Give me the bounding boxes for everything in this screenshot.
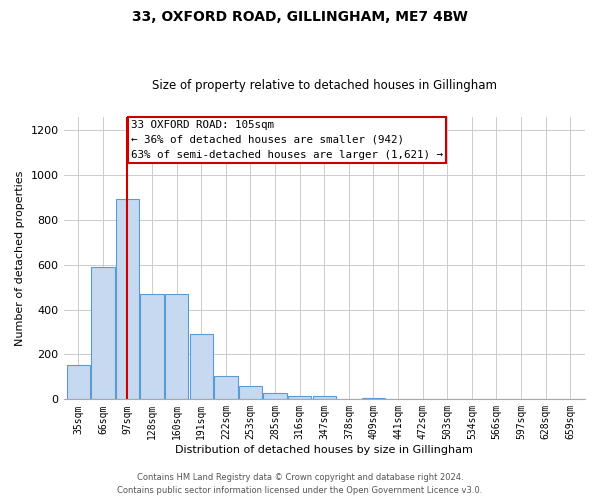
Text: Contains HM Land Registry data © Crown copyright and database right 2024.
Contai: Contains HM Land Registry data © Crown c… [118, 474, 482, 495]
Y-axis label: Number of detached properties: Number of detached properties [15, 170, 25, 346]
Bar [91, 267, 115, 400]
Bar [313, 396, 336, 400]
Text: 33 OXFORD ROAD: 105sqm
← 36% of detached houses are smaller (942)
63% of semi-de: 33 OXFORD ROAD: 105sqm ← 36% of detached… [131, 120, 443, 160]
Bar [362, 398, 385, 400]
Bar [214, 376, 238, 400]
Bar [288, 396, 311, 400]
Bar [67, 364, 90, 400]
Bar [263, 393, 287, 400]
Bar [190, 334, 213, 400]
X-axis label: Distribution of detached houses by size in Gillingham: Distribution of detached houses by size … [175, 445, 473, 455]
Bar [239, 386, 262, 400]
Bar [165, 294, 188, 400]
Bar [140, 294, 164, 400]
Bar [116, 198, 139, 400]
Title: Size of property relative to detached houses in Gillingham: Size of property relative to detached ho… [152, 79, 497, 92]
Text: 33, OXFORD ROAD, GILLINGHAM, ME7 4BW: 33, OXFORD ROAD, GILLINGHAM, ME7 4BW [132, 10, 468, 24]
